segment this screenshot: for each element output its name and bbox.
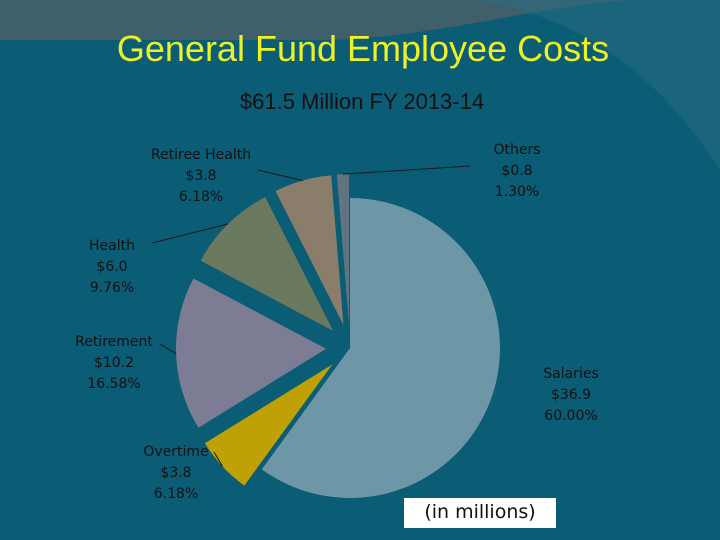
leader-line-retirement [159,343,177,355]
slice-percent: 1.30% [494,184,540,200]
slice-label-salaries: Salaries $36.9 60.00% [528,364,614,427]
pie-slice-retiree-health [275,175,344,325]
pie-slice-salaries [261,198,500,498]
slice-value: $3.8 [160,465,192,481]
leader-line-overtime [213,451,223,467]
slice-percent: 6.18% [153,486,199,502]
slice-name: Overtime [143,444,209,460]
pie-slice-others [336,174,350,325]
slice-value: $36.9 [550,387,592,403]
slice-name: Health [89,238,135,254]
slice-name: Retirement [75,334,153,350]
pie-slice-retirement [176,278,327,428]
pie-slice-health [200,197,334,331]
slice-label-others: Others $0.8 1.30% [470,140,564,203]
leader-line-health [151,223,229,244]
slice-label-retiree-health: Retiree Health $3.8 6.18% [138,145,264,208]
leader-line-retiree-health [257,169,303,182]
leader-line-others [342,165,471,175]
slice-value: $6.0 [96,259,128,275]
slice-label-retirement: Retirement $10.2 16.58% [68,332,160,395]
slice-percent: 6.18% [178,189,224,205]
pie-slice-overtime [204,364,333,486]
slice-value: $10.2 [93,355,135,371]
slice-label-overtime: Overtime $3.8 6.18% [136,442,216,505]
chart-subtitle: $61.5 Million FY 2013-14 [239,89,485,114]
slice-name: Retiree Health [150,147,252,163]
chart-title: General Fund Employee Costs [116,28,610,69]
slice-percent: 60.00% [544,408,598,424]
slice-value: $3.8 [185,168,217,184]
slice-value: $0.8 [501,163,533,179]
slice-name: Salaries [543,366,599,382]
units-note: (in millions) [404,498,556,528]
slice-name: Others [493,142,541,158]
slice-percent: 9.76% [89,280,135,296]
slice-label-health: Health $6.0 9.76% [72,236,152,299]
slice-percent: 16.58% [87,376,141,392]
